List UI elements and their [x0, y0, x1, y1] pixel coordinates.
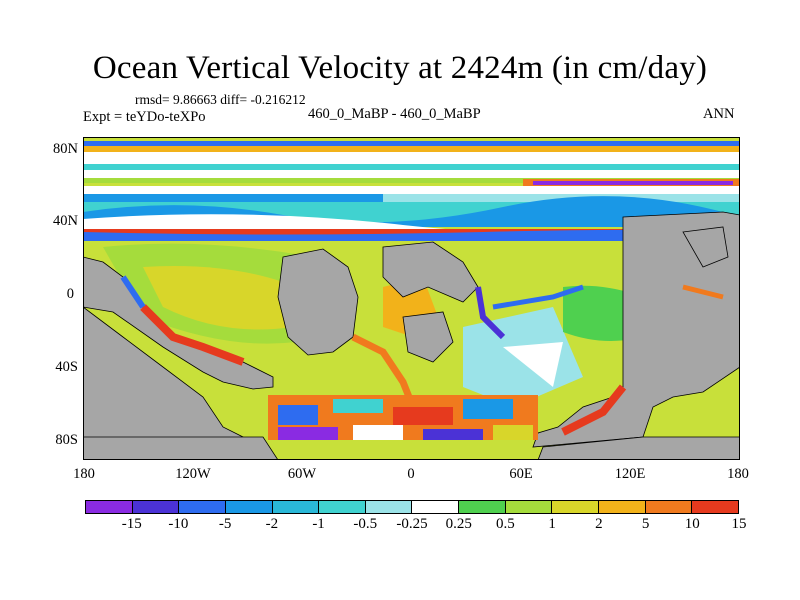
colorbar-label: 2 [595, 516, 603, 532]
season-label: ANN [703, 106, 735, 122]
colorbar-label: -2 [265, 516, 279, 532]
colorbar-segment [179, 501, 226, 513]
x-tick-label: 0 [407, 466, 415, 482]
colorbar-label: 5 [641, 516, 650, 532]
x-tick-label: 120W [175, 466, 211, 482]
colorbar-segment [552, 501, 600, 513]
colorbar-label: 0.5 [496, 516, 515, 532]
arctic-bands [83, 141, 740, 202]
colorbar [85, 500, 739, 514]
colorbar-label: -5 [218, 516, 232, 532]
colorbar-label: 1 [548, 516, 556, 532]
map-plot [83, 137, 740, 460]
y-tick-label: 80N [53, 141, 78, 157]
tropical-ocean [103, 243, 643, 407]
colorbar-segment [272, 501, 320, 513]
southern-ocean [268, 395, 538, 440]
colorbar-segment [645, 501, 693, 513]
colorbar-segment [225, 501, 273, 513]
x-tick-label: 120E [614, 466, 646, 482]
colorbar-segment [505, 501, 553, 513]
colorbar-segment [459, 501, 506, 513]
colorbar-label: -15 [121, 516, 142, 532]
colorbar-segment [692, 501, 738, 513]
colorbar-label: -1 [312, 516, 325, 532]
x-tick-label: 180 [727, 466, 749, 482]
case-label: 460_0_MaBP - 460_0_MaBP [308, 106, 481, 122]
x-tick-label: 60E [509, 466, 533, 482]
colorbar-segment [319, 501, 366, 513]
colorbar-segment [412, 501, 460, 513]
y-tick-label: 0 [66, 286, 74, 302]
colorbar-segment [132, 501, 180, 513]
y-tick-label: 80S [55, 432, 78, 448]
colorbar-label: -0.25 [396, 516, 428, 532]
x-tick-label: 60W [287, 466, 317, 482]
y-tick-label: 40S [55, 359, 78, 375]
coastal-features [120, 275, 724, 436]
colorbar-label: 10 [684, 516, 700, 532]
vertical-velocity-map [83, 137, 740, 460]
colorbar-segment [599, 501, 646, 513]
figure-title: Ocean Vertical Velocity at 2424m (in cm/… [92, 50, 708, 86]
colorbar-label: 0.25 [445, 516, 472, 532]
rmsd-diff-stats: rmsd= 9.86663 diff= -0.216212 [135, 92, 306, 107]
colorbar-segment [365, 501, 413, 513]
colorbar-label: -10 [168, 516, 189, 532]
colorbar-label: 15 [731, 516, 747, 532]
experiment-label: Expt = teYDo-teXPo [83, 109, 206, 125]
y-tick-label: 40N [53, 213, 78, 229]
colorbar-label: -0.5 [353, 516, 378, 532]
north-midlat [83, 196, 740, 241]
colorbar-segment [86, 501, 133, 513]
x-tick-label: 180 [73, 466, 95, 482]
